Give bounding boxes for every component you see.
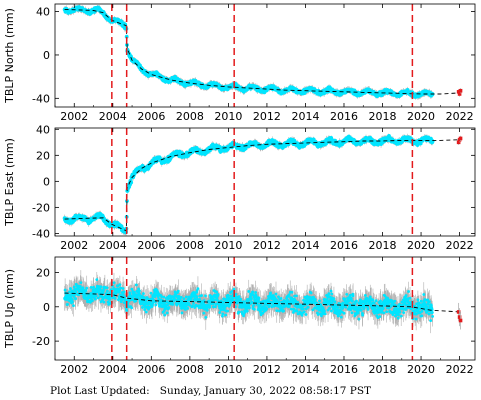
recent-point	[456, 90, 461, 94]
north-panel: 2002 2004 2006 2008 2010 2012 2014 2016 2018 2020…	[3, 3, 476, 123]
y-tick-label: 40	[36, 6, 50, 19]
x-tick-label: 2018	[369, 110, 397, 123]
x-tick-label: 2014	[291, 110, 319, 123]
x-tick-label: 2016	[330, 110, 358, 123]
east-panel: 2002 2004 2006 2008 2010 2012 2014 2016 2018 2020…	[3, 123, 476, 252]
north-data-points	[62, 5, 435, 99]
east-data-points	[62, 134, 435, 235]
x-tick-label: 2004	[99, 110, 127, 123]
x-tick-label: 2010	[214, 110, 242, 123]
x-tick-label: 2022	[446, 110, 474, 123]
recent-point	[458, 88, 463, 93]
x-tick-label: 2006	[137, 110, 165, 123]
east-error-bars	[64, 133, 433, 236]
y-tick-label: 0	[43, 49, 50, 62]
x-tick-label: 2012	[253, 110, 281, 123]
data-point	[124, 34, 129, 39]
north-model-line	[64, 8, 460, 95]
north-frame	[54, 3, 476, 108]
recent-point	[457, 92, 462, 96]
east-plot-area	[62, 133, 463, 236]
north-plot-area	[62, 4, 463, 100]
x-tick-label: 2002	[60, 110, 88, 123]
y-tick-label: -40	[32, 92, 50, 105]
x-tick-label: 2008	[176, 110, 204, 123]
x-tick-label: 2020	[407, 110, 435, 123]
north-y-axis-label: TBLP North (mm)	[3, 8, 16, 104]
